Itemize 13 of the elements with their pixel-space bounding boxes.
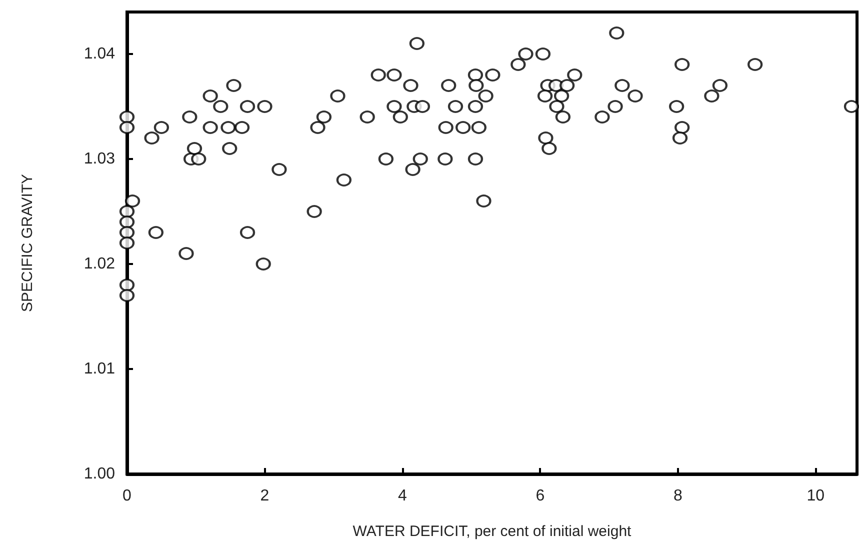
x-axis-title: WATER DEFICIT, per cent of initial weight: [352, 523, 632, 540]
y-tick-label: 1.01: [84, 360, 116, 378]
x-tick-label: 6: [536, 488, 545, 504]
y-tick-label: 1.04: [84, 46, 116, 62]
y-tick-label: 1.02: [84, 256, 116, 272]
x-tick-label: 2: [260, 488, 270, 504]
x-tick-label: 10: [806, 488, 825, 504]
x-tick-label: 8: [673, 488, 682, 504]
x-tick-label: 0: [122, 488, 132, 504]
y-tick-label: 1.00: [84, 466, 116, 482]
y-axis-title: SPECIFIC GRAVITY: [19, 174, 36, 312]
x-tick-label: 4: [398, 488, 408, 504]
y-tick-label: 1.03: [84, 150, 116, 168]
